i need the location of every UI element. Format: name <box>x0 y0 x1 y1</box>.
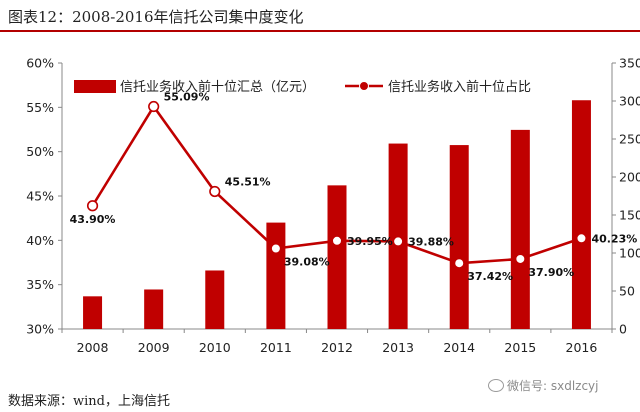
line-point <box>331 235 343 247</box>
title-rule <box>0 30 640 32</box>
bar <box>571 100 591 330</box>
right-axis-tick-label: 100 <box>619 246 640 261</box>
left-axis-tick-label: 60% <box>26 56 54 71</box>
bar <box>266 222 286 329</box>
line-point <box>575 232 588 244</box>
line-point <box>453 257 465 269</box>
x-axis-tick-label: 2010 <box>199 340 231 355</box>
right-axis-tick-label: 200 <box>619 170 640 185</box>
x-axis-tick-label: 2012 <box>321 340 353 355</box>
x-axis-tick-label: 2014 <box>443 340 475 355</box>
right-axis-tick-label: 50 <box>619 284 635 299</box>
right-axis-tick-label: 350 <box>619 56 640 71</box>
line-series: 43.90% 55.09% 45.51% 39.08% 39.95% 39.88% 37.4… <box>70 91 638 284</box>
data-label: 45.51% <box>225 175 271 188</box>
watermark-text: 微信号: sxdlzcyj <box>507 379 599 393</box>
left-axis-tick-label: 30% <box>26 322 54 337</box>
data-label: 39.95% <box>347 235 393 248</box>
bar <box>327 185 347 329</box>
line-point <box>514 253 526 265</box>
bar <box>510 129 530 329</box>
bar <box>144 289 164 329</box>
bar <box>449 145 469 329</box>
line-point <box>86 200 99 212</box>
left-axis-tick-label: 40% <box>26 233 54 248</box>
x-axis-tick-label: 2013 <box>382 340 414 355</box>
watermark: 微信号: sxdlzcyj <box>488 377 599 394</box>
data-label: 37.42% <box>467 270 513 283</box>
data-label: 40.23% <box>591 232 637 245</box>
bar <box>83 296 103 329</box>
figure-title: 图表12：2008-2016年信托公司集中度变化 <box>8 8 304 26</box>
legend-bar-label: 信托业务收入前十位汇总（亿元） <box>120 79 315 95</box>
data-label: 43.90% <box>70 213 116 226</box>
legend-line-marker <box>359 81 369 91</box>
x-axis-tick-label: 2015 <box>504 340 536 355</box>
left-axis-tick-label: 55% <box>26 100 54 115</box>
left-axis-tick-label: 50% <box>26 144 54 159</box>
line-point <box>270 242 282 255</box>
line-point <box>209 185 221 198</box>
x-axis-tick-label: 2008 <box>77 340 109 355</box>
right-axis-tick-label: 0 <box>619 322 627 337</box>
right-axis-tick-label: 250 <box>619 132 640 147</box>
right-axis-tick-label: 150 <box>619 208 640 223</box>
legend: 信托业务收入前十位汇总（亿元） 信托业务收入前十位占比 <box>74 79 531 95</box>
x-axis-tick-label: 2009 <box>138 340 170 355</box>
left-axis-tick-label: 45% <box>26 189 54 204</box>
legend-bar-swatch <box>74 80 116 93</box>
legend-line-label: 信托业务收入前十位占比 <box>388 79 531 95</box>
line-point <box>148 100 160 113</box>
data-label: 37.90% <box>528 266 574 279</box>
data-label: 39.08% <box>284 255 330 268</box>
bar-series <box>83 100 591 330</box>
right-axis-tick-label: 300 <box>619 94 640 109</box>
left-axis-tick-label: 35% <box>26 277 54 292</box>
data-label: 55.09% <box>164 91 210 104</box>
wechat-icon <box>488 379 504 392</box>
bar <box>205 270 225 329</box>
x-axis-tick-label: 2016 <box>566 340 598 355</box>
x-axis-tick-label: 2011 <box>260 340 292 355</box>
line-point <box>392 235 404 247</box>
data-label: 39.88% <box>408 235 454 248</box>
source-note: 数据来源：wind，上海信托 <box>8 394 170 409</box>
